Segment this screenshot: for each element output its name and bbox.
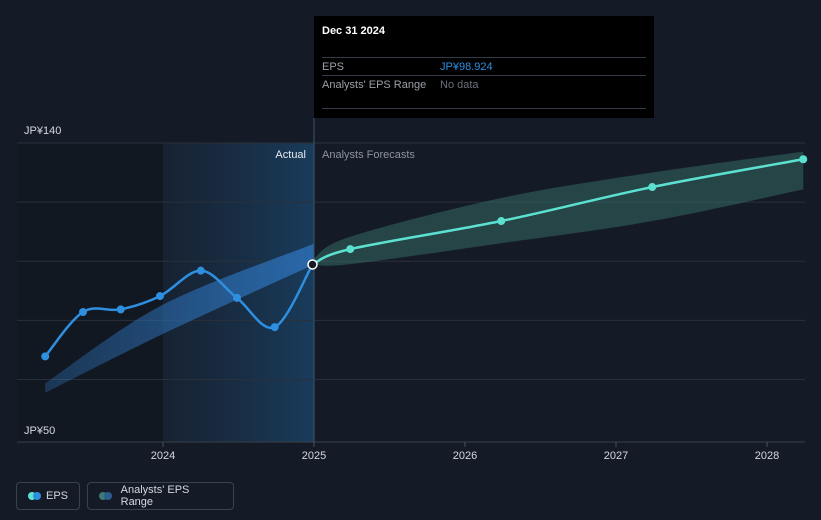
- tooltip-eps-value: JP¥98.924: [440, 61, 493, 73]
- series-points: [41, 155, 808, 361]
- tooltip-range-value: No data: [440, 79, 479, 91]
- forecast-eps-point: [346, 245, 355, 254]
- actual-eps-point: [116, 305, 125, 314]
- x-tick-label: 2024: [151, 450, 175, 462]
- actual-eps-point: [196, 266, 205, 275]
- x-tick-label: 2026: [453, 450, 477, 462]
- x-tick-label: 2027: [604, 450, 628, 462]
- tooltip-eps-label: EPS: [322, 61, 345, 73]
- legend-eps-toggle[interactable]: EPS: [16, 482, 80, 510]
- forecast-eps-point: [799, 155, 808, 164]
- actual-eps-point: [270, 323, 279, 332]
- actual-eps-point: [41, 352, 50, 361]
- actual-eps-point: [78, 308, 87, 317]
- eps-legend-icon: [28, 492, 41, 500]
- tooltip-range-label: Analysts' EPS Range: [322, 79, 427, 91]
- range-legend-icon: [99, 492, 113, 500]
- actual-eps-point: [232, 293, 241, 302]
- gridlines: [17, 142, 805, 443]
- legend-range-toggle[interactable]: Analysts' EPS Range: [87, 482, 234, 510]
- left-shade: [17, 143, 163, 442]
- tooltip-divider: [322, 108, 646, 109]
- tooltip-date: Dec 31 2024: [322, 25, 385, 37]
- actual-eps-point: [155, 292, 164, 301]
- y-label-bottom: JP¥50: [24, 425, 55, 437]
- legend-range-label: Analysts' EPS Range: [120, 484, 190, 508]
- legend-eps-label: EPS: [45, 490, 68, 502]
- selected-eps-point: [307, 259, 318, 270]
- actual-label: Actual: [275, 149, 306, 161]
- past-eps-range-band: [45, 243, 314, 393]
- x-tick-label: 2028: [755, 450, 779, 462]
- y-label-top: JP¥140: [24, 125, 61, 137]
- x-tick-label: 2025: [302, 450, 326, 462]
- tooltip-row-eps: EPS JP¥98.924: [322, 57, 646, 76]
- x-axis: 2024 2025 2026 2027 2028: [151, 442, 779, 462]
- tooltip: Dec 31 2024 EPS JP¥98.924 Analysts' EPS …: [314, 16, 654, 118]
- forecast-eps-point: [648, 183, 657, 192]
- forecast-eps-point: [497, 217, 506, 226]
- forecast-label: Analysts Forecasts: [322, 149, 415, 161]
- tooltip-row-range: Analysts' EPS Range No data: [322, 75, 646, 94]
